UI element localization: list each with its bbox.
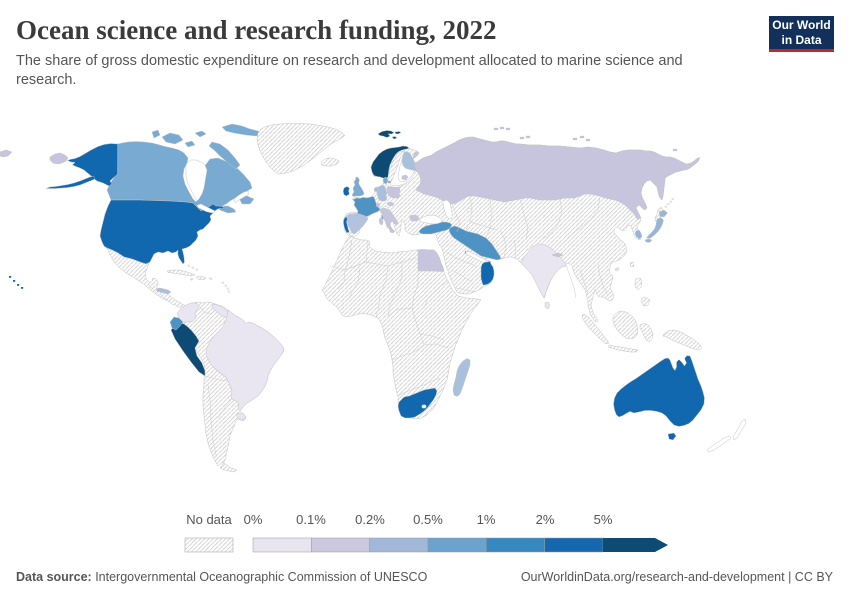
svg-text:0.2%: 0.2% [355, 512, 385, 527]
svg-text:2%: 2% [536, 512, 555, 527]
svg-text:5%: 5% [594, 512, 613, 527]
svg-text:1%: 1% [477, 512, 496, 527]
svg-text:No data: No data [186, 512, 232, 527]
svg-text:0%: 0% [244, 512, 263, 527]
svg-text:0.1%: 0.1% [296, 512, 326, 527]
svg-text:0.5%: 0.5% [413, 512, 443, 527]
